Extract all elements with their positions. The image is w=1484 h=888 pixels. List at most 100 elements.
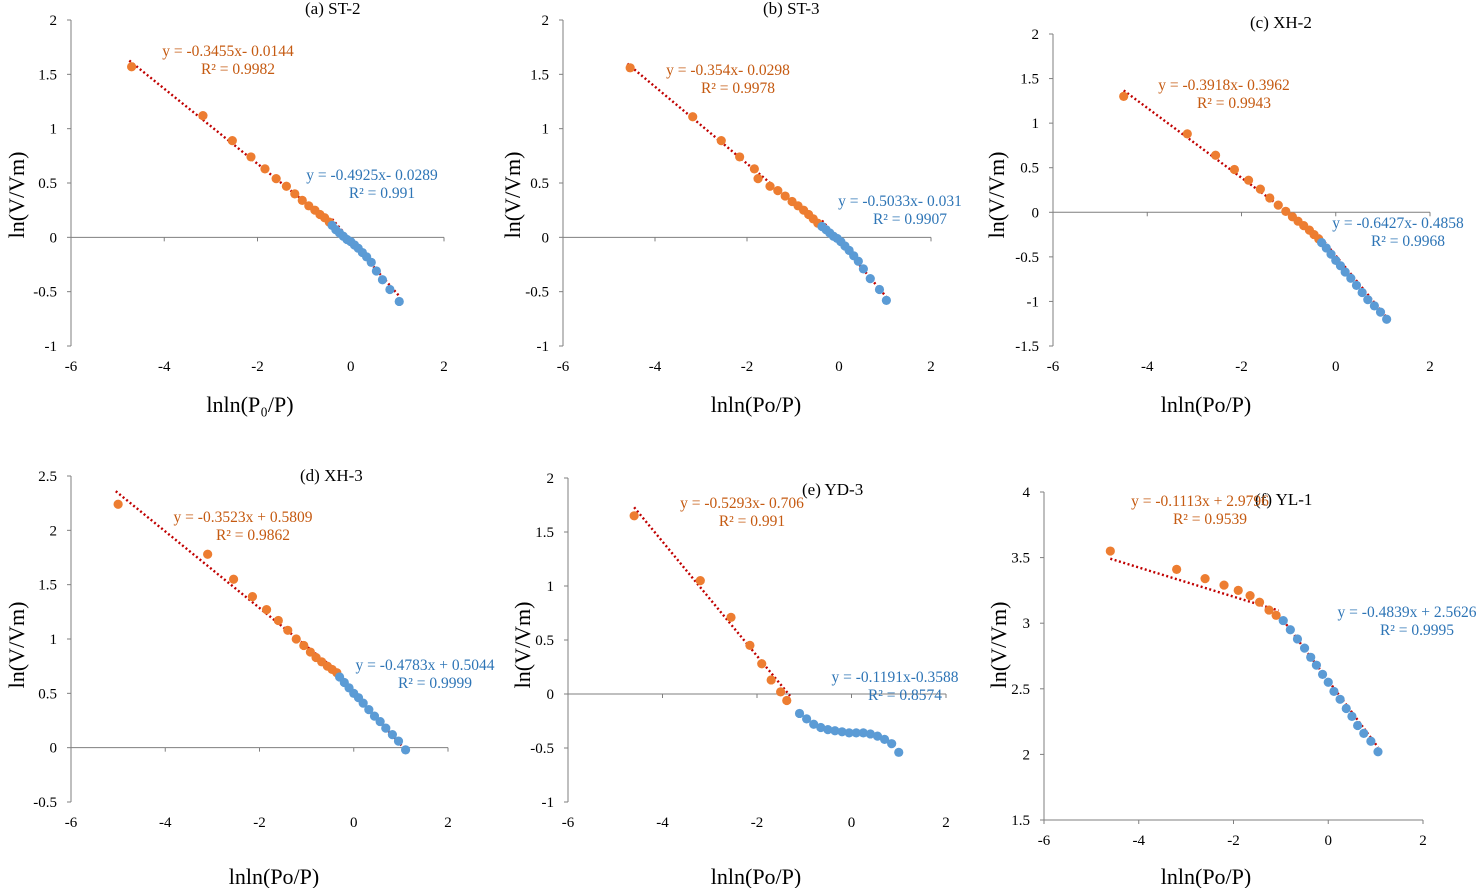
data-point-orange	[1271, 610, 1281, 620]
data-point-orange	[757, 659, 767, 669]
data-point-blue	[1292, 634, 1303, 644]
data-point-blue	[1326, 249, 1336, 259]
data-point-orange	[1273, 200, 1283, 210]
chart-title: (a) ST-2	[305, 0, 361, 18]
fit-r-squared: R² = 0.9943	[1197, 95, 1271, 112]
data-point-blue	[381, 723, 391, 733]
data-point-orange	[1281, 206, 1291, 216]
data-point-orange	[1255, 184, 1265, 194]
data-point-orange	[1243, 175, 1254, 185]
data-point-blue	[371, 266, 381, 276]
x-tick-label: -4	[158, 359, 171, 375]
trendline-low	[1109, 557, 1279, 612]
y-tick-label: 1	[547, 579, 555, 595]
data-point-blue	[858, 728, 868, 738]
data-point-blue	[1311, 660, 1322, 670]
x-tick-label: 2	[444, 815, 452, 831]
data-point-orange	[716, 136, 726, 146]
data-point-orange	[765, 181, 775, 191]
data-point-blue	[1335, 261, 1346, 271]
y-tick-label: -1	[542, 795, 555, 811]
data-point-blue	[400, 745, 411, 755]
chart-panel-1: -6 -4 -2 0 2 -1 -0.5 0 0.5 1 1.5 2 (a) ST-2 lnln(P₀/P…	[4, 0, 448, 417]
x-tick-label: -2	[251, 359, 264, 375]
data-point-blue	[879, 734, 890, 744]
data-point-blue	[1353, 720, 1363, 731]
fit-r-squared: R² = 0.9907	[873, 211, 947, 228]
data-point-orange	[271, 174, 281, 184]
data-point-blue	[1369, 301, 1379, 311]
data-point-orange	[1265, 193, 1275, 203]
data-point-blue	[1347, 711, 1357, 721]
y-tick-label: 0.5	[1020, 161, 1039, 177]
y-tick-label: 3.5	[1011, 551, 1030, 567]
data-point-blue	[874, 284, 885, 295]
y-tick-label: 0	[1032, 205, 1040, 221]
data-point-orange	[247, 592, 258, 602]
data-point-blue	[1299, 643, 1310, 653]
data-point-orange	[127, 62, 137, 72]
data-point-blue	[1359, 728, 1369, 739]
fit-equation: y = -0.4839x + 2.5626	[1338, 604, 1477, 621]
data-point-orange	[749, 164, 759, 174]
data-point-blue	[865, 729, 876, 739]
fit-r-squared: R² = 0.9982	[201, 61, 275, 78]
data-point-orange	[735, 152, 745, 162]
data-point-blue	[1306, 652, 1316, 662]
data-point-orange	[1233, 585, 1243, 596]
data-point-orange	[726, 612, 736, 622]
fit-r-squared: R² = 0.9978	[701, 80, 775, 97]
x-tick-label: -6	[557, 359, 570, 375]
data-point-blue	[1340, 267, 1350, 277]
data-point-blue	[816, 722, 826, 733]
y-tick-label: -1	[537, 339, 550, 355]
data-point-orange	[688, 112, 698, 122]
chart-title: (f) YL-1	[1255, 490, 1312, 509]
data-point-orange	[629, 511, 639, 521]
x-tick-label: -4	[1133, 833, 1146, 849]
data-point-orange	[281, 181, 292, 191]
y-tick-label: 4	[1023, 485, 1031, 501]
data-point-blue	[1363, 295, 1373, 305]
y-tick-label: 1	[50, 122, 58, 138]
data-point-orange	[1119, 91, 1129, 101]
chart-title: (e) YD-3	[802, 480, 863, 499]
data-point-orange	[745, 640, 755, 651]
chart-panel-4: -6 -4 -2 0 2 -0.5 0 0.5 1 1.5 2 2.5 (d) XH-3 lnln(Po/…	[4, 466, 495, 888]
data-point-orange	[273, 615, 283, 626]
fit-equation: y = -0.3455x- 0.0144	[162, 43, 294, 60]
y-tick-label: 1.5	[530, 67, 549, 83]
fit-r-squared: R² = 0.9862	[216, 527, 290, 544]
x-tick-label: 2	[927, 359, 935, 375]
fit-equation: y = -0.354x- 0.0298	[666, 62, 790, 79]
y-tick-label: 0	[542, 230, 550, 246]
y-tick-label: 1.5	[1011, 813, 1030, 829]
x-axis-label: lnln(Po/P)	[711, 392, 801, 417]
fit-r-squared: R² = 0.991	[349, 185, 415, 202]
data-point-orange	[299, 640, 309, 651]
y-axis-label: ln(V/Vm)	[500, 152, 525, 239]
data-point-blue	[1357, 287, 1367, 298]
data-point-blue	[1351, 280, 1362, 290]
y-axis-label: ln(V/Vm)	[4, 152, 29, 239]
y-tick-label: 0.5	[535, 633, 554, 649]
data-point-orange	[625, 63, 635, 73]
fit-equation: y = -0.3918x- 0.3962	[1158, 77, 1289, 94]
data-point-orange	[113, 499, 123, 509]
y-tick-label: 2.5	[1011, 682, 1030, 698]
data-point-blue	[1321, 243, 1331, 253]
chart-title: (c) XH-2	[1250, 13, 1312, 32]
fit-equation: y = -0.4925x- 0.0289	[306, 167, 438, 184]
y-tick-label: 1.5	[38, 67, 57, 83]
y-tick-label: 1.5	[1020, 72, 1039, 88]
data-point-orange	[776, 687, 786, 697]
x-tick-label: 0	[848, 815, 856, 831]
y-tick-label: -0.5	[33, 795, 57, 811]
data-point-orange	[1229, 164, 1240, 175]
y-tick-label: -0.5	[33, 285, 57, 301]
y-tick-label: 3	[1023, 616, 1031, 632]
x-tick-label: -2	[741, 359, 754, 375]
x-axis-label: lnln(Po/P)	[229, 864, 319, 888]
fit-r-squared: R² = 0.9968	[1371, 233, 1445, 250]
